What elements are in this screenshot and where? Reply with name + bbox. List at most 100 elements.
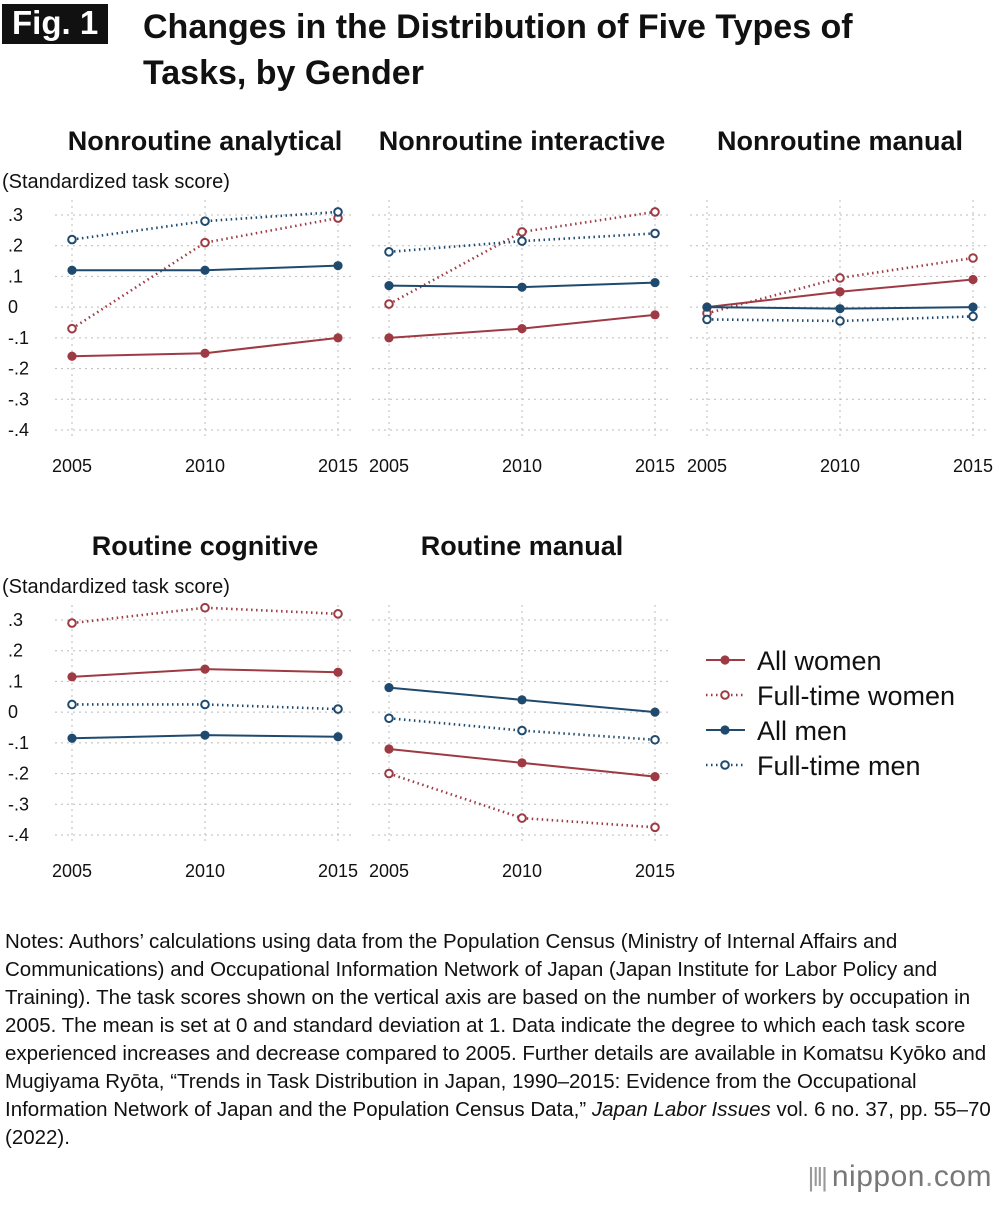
data-point <box>517 813 527 823</box>
data-point <box>67 265 77 275</box>
legend-label: Full-time women <box>757 681 955 711</box>
logo-name: nippon <box>831 1160 925 1193</box>
y-tick-label: .2 <box>8 641 23 661</box>
data-point <box>67 618 77 628</box>
data-point <box>835 316 845 326</box>
x-tick-label: 2015 <box>318 861 358 881</box>
y-tick-label: -.3 <box>8 794 29 814</box>
legend-label: Full-time men <box>757 751 921 781</box>
data-point <box>333 667 343 677</box>
legend-swatch-marker <box>720 760 730 770</box>
x-tick-label: 2015 <box>635 456 675 476</box>
data-point <box>333 333 343 343</box>
data-point <box>200 216 210 226</box>
x-tick-label: 2015 <box>635 861 675 881</box>
panel-title: Nonroutine interactive <box>379 126 666 156</box>
data-point <box>517 236 527 246</box>
series-line <box>706 256 974 315</box>
data-point <box>702 302 712 312</box>
notes-journal: Japan Labor Issues <box>591 1098 771 1121</box>
data-point <box>333 609 343 619</box>
legend-swatch-marker <box>720 690 730 700</box>
panel-routine-cognitive: Routine cognitive (Standardized task scor… <box>2 531 358 881</box>
x-tick-label: 2010 <box>185 861 225 881</box>
data-point <box>333 732 343 742</box>
y-tick-label: -.1 <box>8 733 29 753</box>
data-point <box>384 247 394 257</box>
data-point <box>200 699 210 710</box>
y-tick-label: -.2 <box>8 764 29 784</box>
data-point <box>968 302 978 312</box>
data-point <box>650 228 660 239</box>
data-point <box>702 314 712 325</box>
y-tick-label: -.4 <box>8 420 29 440</box>
data-point <box>384 281 394 291</box>
data-point <box>67 672 77 682</box>
notes-body: Notes: Authors’ calculations using data … <box>5 930 987 1121</box>
legend-swatch-marker <box>720 725 730 735</box>
data-point <box>67 234 77 245</box>
data-point <box>333 704 343 714</box>
panel-title: Routine manual <box>421 531 624 561</box>
panel-title: Nonroutine analytical <box>68 126 343 156</box>
data-point <box>67 351 77 361</box>
data-point <box>517 695 527 705</box>
data-point <box>333 261 343 271</box>
panel-title: Nonroutine manual <box>717 126 963 156</box>
data-point <box>333 207 343 217</box>
data-point <box>384 333 394 343</box>
legend-label: All men <box>757 716 847 746</box>
y-tick-label: .3 <box>8 610 23 630</box>
data-point <box>200 237 210 248</box>
y-axis-label: (Standardized task score) <box>2 171 230 193</box>
y-tick-label: 0 <box>8 297 18 317</box>
data-point <box>200 602 210 613</box>
y-tick-label: .3 <box>8 205 23 225</box>
panel-title: Routine cognitive <box>92 531 319 561</box>
data-point <box>968 253 978 263</box>
data-point <box>968 311 978 322</box>
x-tick-label: 2015 <box>953 456 993 476</box>
figure-title-line1: Changes in the Distribution of Five Type… <box>143 8 853 46</box>
data-point <box>650 734 660 745</box>
y-tick-label: .1 <box>8 671 23 691</box>
logo-suffix: com <box>933 1160 992 1193</box>
data-point <box>384 713 394 724</box>
x-tick-label: 2005 <box>369 456 409 476</box>
data-point <box>67 733 77 743</box>
panel-nonroutine-analytical: Nonroutine analytical (Standardized task … <box>2 126 358 476</box>
data-point <box>650 822 660 833</box>
x-tick-label: 2005 <box>52 456 92 476</box>
data-point <box>968 274 978 285</box>
panel-routine-manual: Routine manual 2005 2010 2015 <box>369 531 675 881</box>
figure-title-line2: Tasks, by Gender <box>143 54 424 92</box>
data-point <box>650 772 660 782</box>
x-tick-label: 2010 <box>820 456 860 476</box>
y-tick-label: .2 <box>8 236 23 256</box>
data-point <box>835 304 845 314</box>
data-point <box>650 310 660 320</box>
panel-nonroutine-manual: Nonroutine manual 2005 2010 2015 <box>687 126 993 476</box>
data-point <box>384 744 394 754</box>
data-point <box>835 287 845 297</box>
data-point <box>650 277 660 288</box>
legend: All women Full-time women All men Full-time… <box>706 646 955 781</box>
legend-swatch-marker <box>720 655 730 665</box>
notes-citation-end: vol. 6 no. 37, pp. 55–70 (2022). <box>5 1098 991 1149</box>
data-point <box>384 299 394 309</box>
y-tick-label: -.3 <box>8 389 29 409</box>
data-point <box>384 682 394 693</box>
y-tick-label: 0 <box>8 702 18 722</box>
y-axis-label: (Standardized task score) <box>2 576 230 598</box>
y-tick-label: -.4 <box>8 825 29 845</box>
data-point <box>67 323 77 334</box>
chart-area: Nonroutine analytical (Standardized task … <box>2 126 993 881</box>
data-point <box>517 725 527 736</box>
legend-label: All women <box>757 646 882 676</box>
figure-title: Changes in the Distribution of Five Type… <box>143 4 993 96</box>
logo-dot: . <box>924 1160 934 1193</box>
data-point <box>517 227 527 237</box>
data-point <box>517 758 527 768</box>
x-tick-label: 2005 <box>369 861 409 881</box>
panel-nonroutine-interactive: Nonroutine interactive 2005 2010 2015 <box>369 126 675 476</box>
